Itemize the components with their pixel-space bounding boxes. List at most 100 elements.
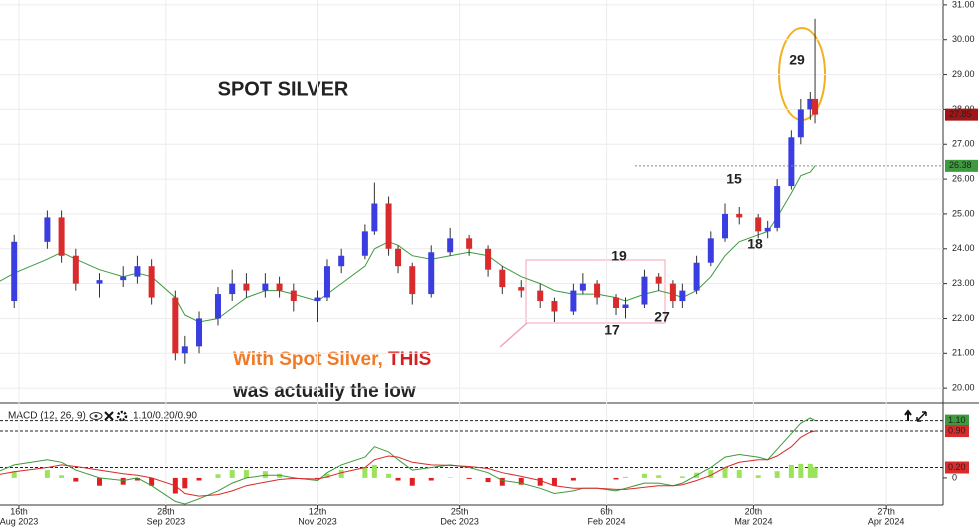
candle-body <box>579 283 586 291</box>
x-tick-sublabel: Dec 2023 <box>440 516 479 526</box>
histogram-bar <box>11 471 17 478</box>
histogram-bar <box>44 470 50 478</box>
histogram-bar <box>518 477 524 485</box>
histogram-bar <box>338 470 344 478</box>
macd-title: MACD (12, 26, 9) <box>8 411 86 422</box>
candle-body <box>518 287 525 291</box>
eye-icon[interactable] <box>89 412 103 420</box>
histogram-bar <box>485 477 491 483</box>
histogram-bar <box>97 477 103 486</box>
signal-line <box>0 430 816 497</box>
y-tick-label: 23.00 <box>952 278 975 288</box>
level-label: 1.10 <box>948 415 966 425</box>
candle-body <box>447 238 454 253</box>
annotation: 29 <box>789 52 805 68</box>
x-tick-label: 27th <box>877 506 895 516</box>
candle-body <box>214 294 221 319</box>
x-tick-label: 16th <box>10 506 28 516</box>
candle-body <box>395 248 402 267</box>
price-label-box <box>945 108 978 121</box>
histogram-bar <box>395 477 401 481</box>
histogram-bar <box>277 473 283 478</box>
candle-body <box>58 217 65 256</box>
histogram-bar <box>73 477 79 482</box>
level-label-box <box>945 461 969 474</box>
indicator-icons[interactable] <box>89 410 128 422</box>
x-tick-sublabel: Mar 2024 <box>734 516 772 526</box>
candle-body <box>148 266 155 298</box>
candle-body <box>409 266 416 295</box>
candle-body <box>613 297 620 309</box>
level-label-box <box>945 425 969 438</box>
histogram-bar <box>736 470 742 478</box>
candle-body <box>551 301 558 312</box>
arrow-icon[interactable] <box>904 409 912 421</box>
x-tick-label: 20th <box>745 506 763 516</box>
annotation: was actually the low <box>232 381 416 402</box>
annotation: 18 <box>747 236 763 252</box>
y-tick-label: 30.00 <box>952 34 975 44</box>
pointer-line <box>499 322 528 348</box>
x-tick-sublabel: Apr 2024 <box>868 516 905 526</box>
candle-body <box>243 283 250 291</box>
candle-body <box>134 266 141 277</box>
candle-body <box>181 346 188 354</box>
candle-body <box>276 283 283 291</box>
candle-body <box>499 269 506 288</box>
histogram-bar <box>120 477 126 485</box>
histogram-bar <box>386 473 392 478</box>
y-tick-label: 31.00 <box>952 0 975 9</box>
x-tick-label: 28th <box>157 506 175 516</box>
price-label-box <box>945 159 978 172</box>
candle-body <box>229 283 236 295</box>
candle-body <box>196 318 203 347</box>
candle-body <box>722 213 729 239</box>
histogram-bar <box>196 477 202 481</box>
annotation: 17 <box>604 322 620 338</box>
x-tick-label: 12th <box>309 506 327 516</box>
candle-body <box>669 283 676 302</box>
histogram-bar <box>623 476 629 478</box>
candle-body <box>755 217 762 232</box>
candle-body <box>693 262 700 291</box>
candle-body <box>812 98 819 115</box>
x-tick-sublabel: Sep 2023 <box>147 516 186 526</box>
candle-body <box>707 238 714 263</box>
candle-body <box>807 98 814 110</box>
candle-body <box>594 283 601 298</box>
candle-body <box>323 266 330 298</box>
y-tick-label: 27.00 <box>952 139 975 149</box>
y-tick-label: 21.00 <box>952 348 975 358</box>
annotation: 15 <box>726 171 742 187</box>
settings-icon[interactable] <box>116 410 128 422</box>
expand-icon[interactable] <box>916 411 927 422</box>
histogram-bar <box>537 477 543 486</box>
histogram-bar <box>229 470 235 478</box>
candle-body <box>361 231 368 256</box>
candle-body <box>797 109 804 138</box>
close-icon[interactable] <box>104 411 114 421</box>
histogram-bar <box>755 475 761 478</box>
histogram-bar <box>812 467 818 478</box>
y-tick-label: 29.00 <box>952 69 975 79</box>
price-label: 27.85 <box>949 109 972 119</box>
candle-body <box>338 255 345 267</box>
histogram-bar <box>134 477 140 481</box>
chart-title: SPOT SILVER <box>218 78 349 100</box>
x-tick-sublabel: Nov 2023 <box>298 516 337 526</box>
candle-body <box>736 213 743 218</box>
candle-body <box>774 186 781 228</box>
candle-body <box>44 217 51 242</box>
annotation: 27 <box>654 309 670 325</box>
x-tick-label: 25th <box>451 506 469 516</box>
candle-body <box>679 290 686 302</box>
candle-body <box>537 290 544 302</box>
candle-body <box>485 248 492 270</box>
candle-body <box>570 290 577 312</box>
histogram-bar <box>807 463 813 478</box>
histogram-bar <box>447 477 453 478</box>
histogram-bar <box>570 477 576 481</box>
candle-body <box>385 203 392 249</box>
